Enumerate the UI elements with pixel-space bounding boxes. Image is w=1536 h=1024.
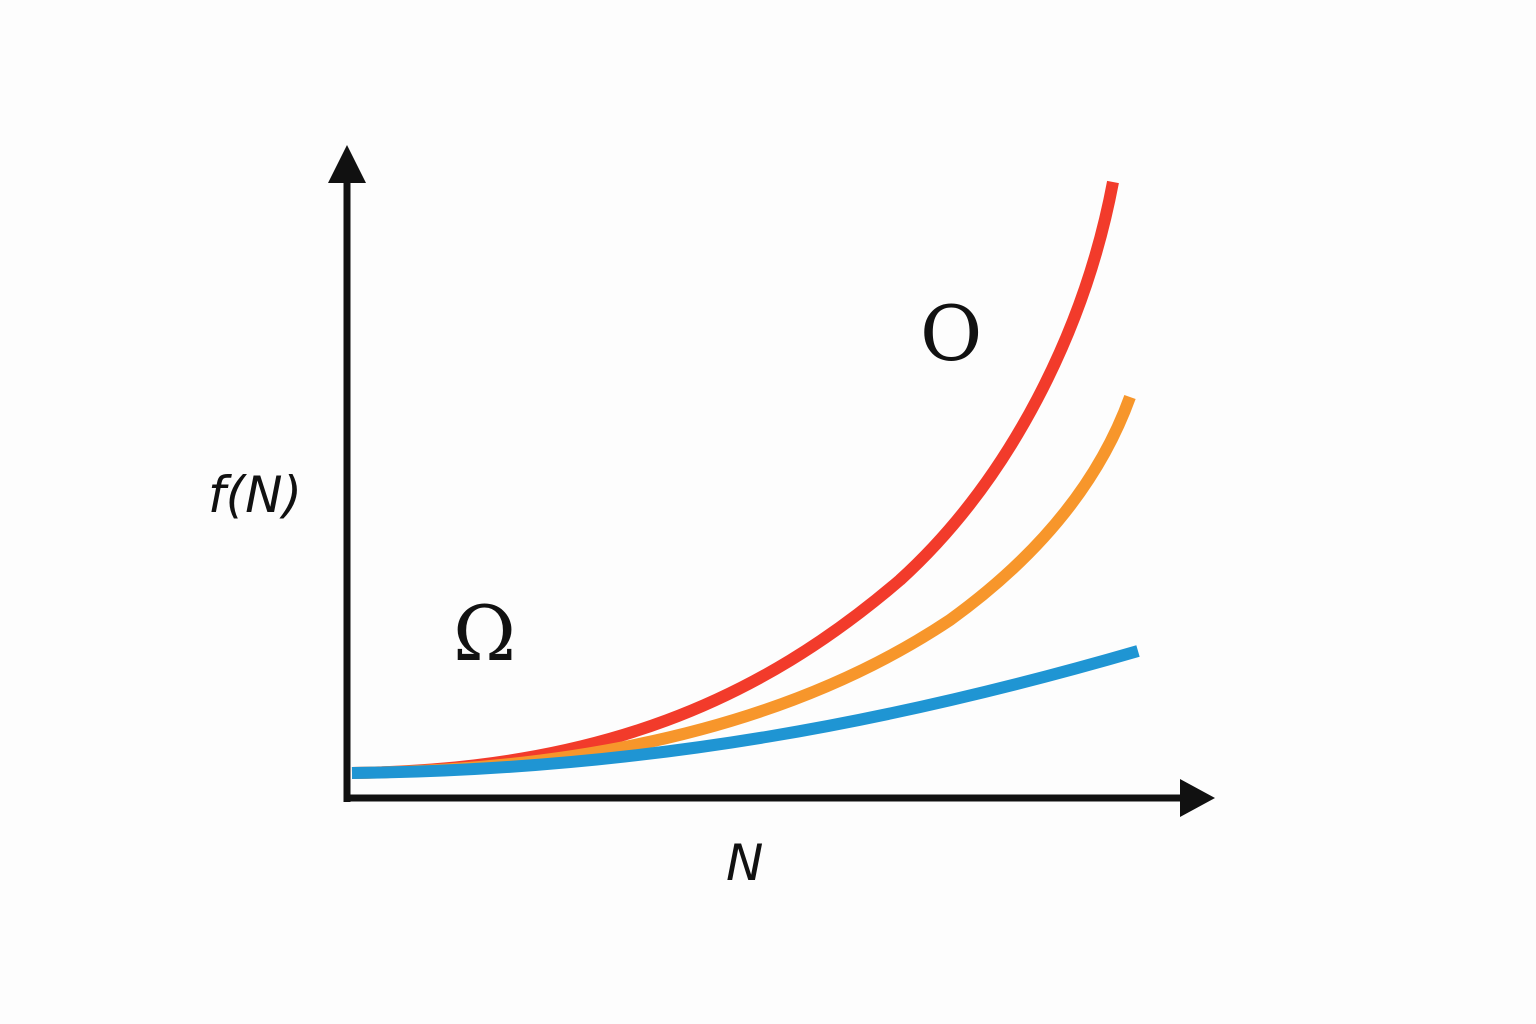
- y-axis-arrowhead: [328, 145, 366, 183]
- upper-bound-curve: [351, 180, 1119, 779]
- upper-bound-label: O: [920, 289, 982, 378]
- x-axis-arrowhead: [1180, 779, 1215, 817]
- y-axis-label: f(N): [208, 466, 302, 524]
- x-axis-label: N: [726, 834, 763, 892]
- middle-curve: [351, 394, 1136, 779]
- lower-bound-label: Ω: [453, 589, 516, 678]
- lower-bound-curve: [351, 645, 1140, 779]
